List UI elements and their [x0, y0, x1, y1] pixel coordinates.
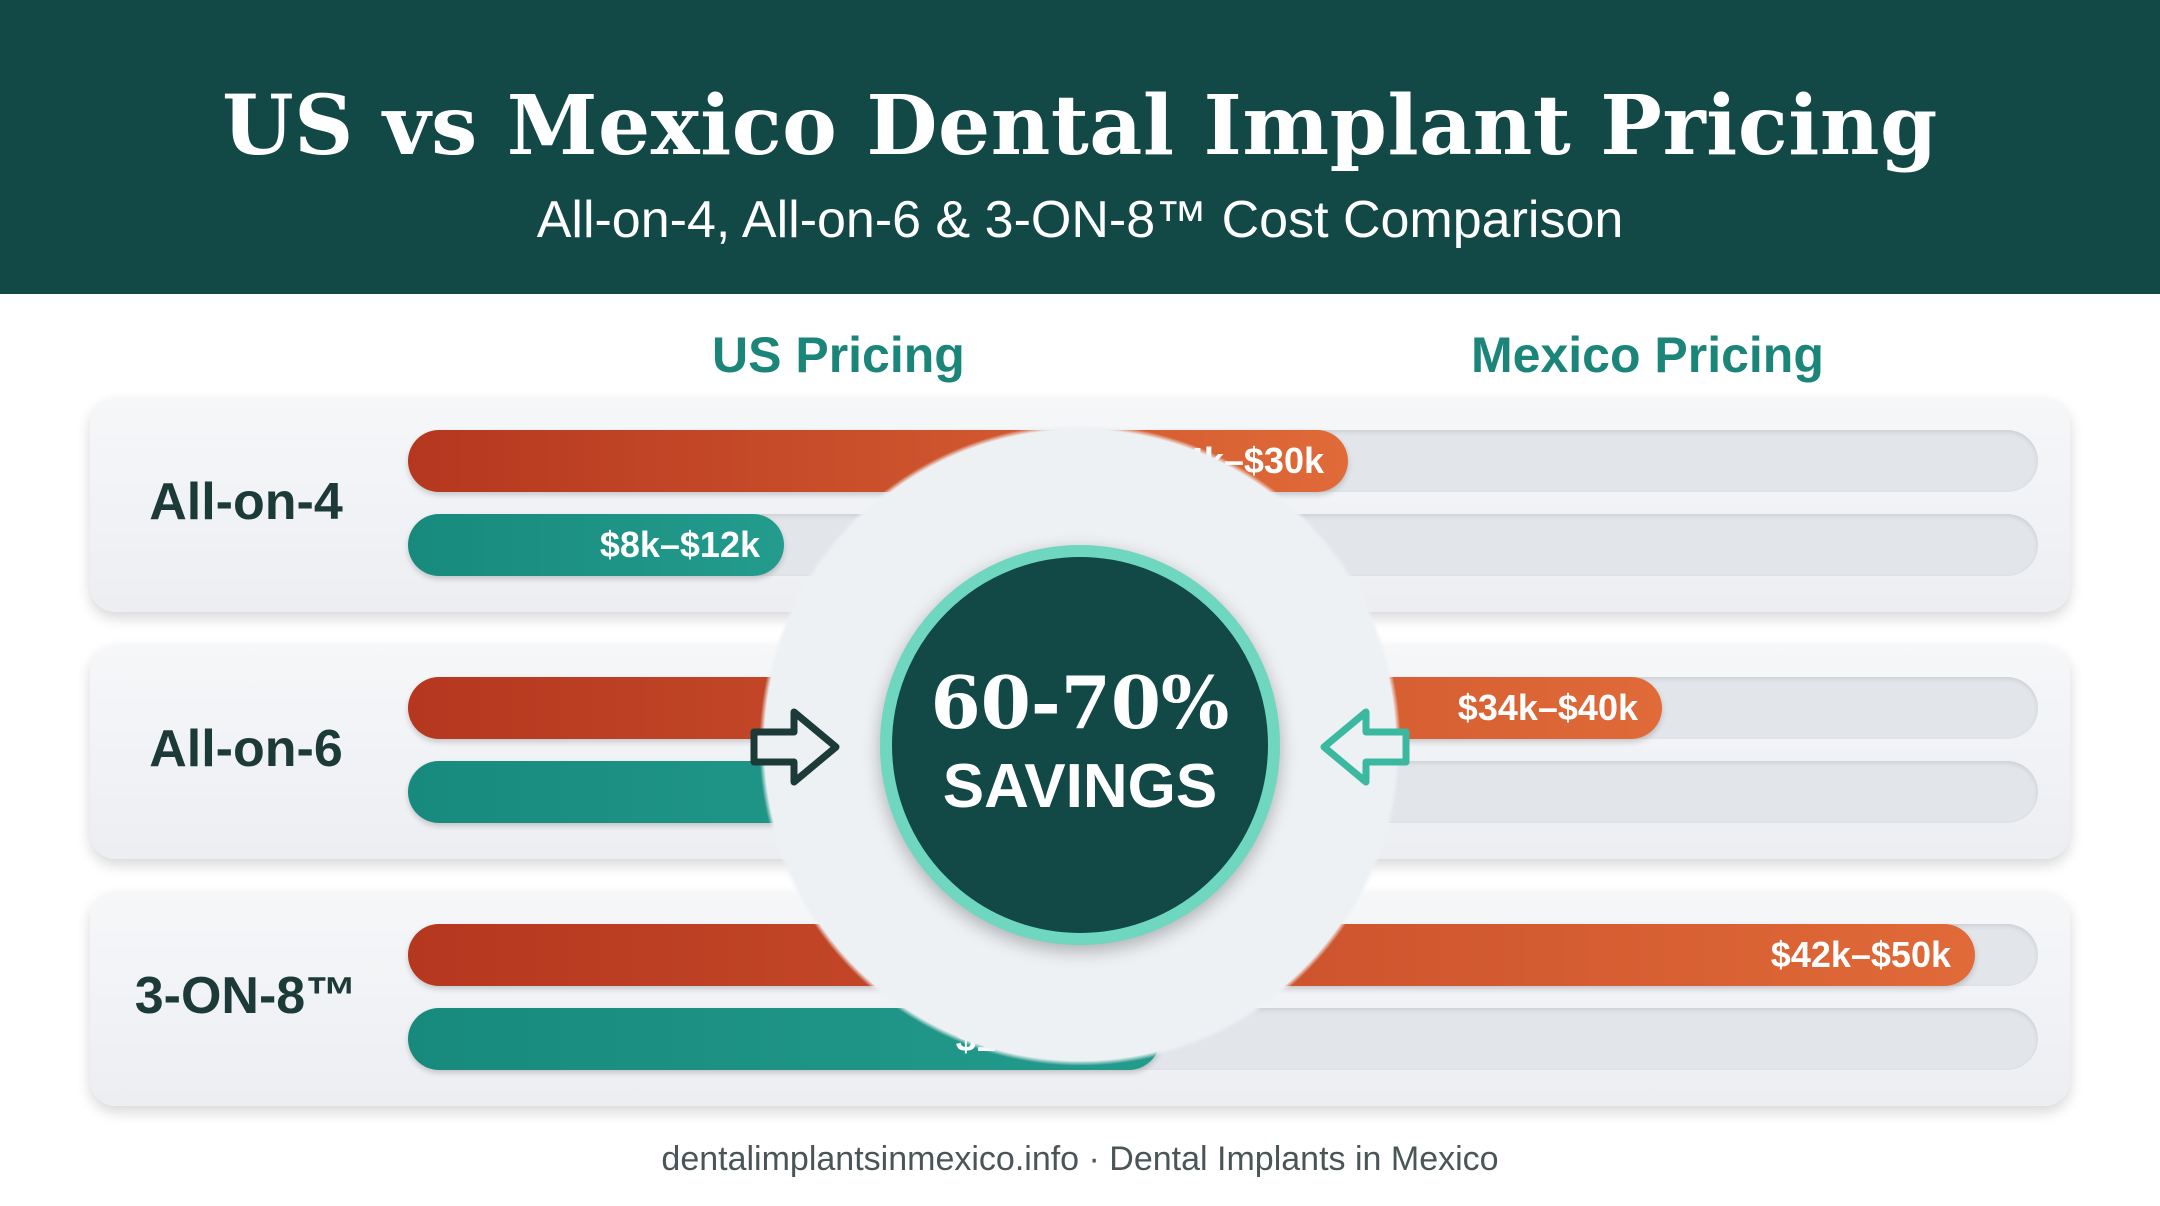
us-pricing-legend: US Pricing: [712, 327, 965, 383]
mexico-bar-label: $8k–$12k: [599, 524, 760, 565]
chart-subtitle: All-on-4, All-on-6 & 3-ON-8™ Cost Compar…: [536, 191, 1624, 249]
us-bar-label: $42k–$50k: [1770, 934, 1951, 975]
category-label: 3-ON-8™: [134, 967, 358, 1025]
mexico-bar: $8k–$12k: [408, 514, 784, 576]
header-banner: US vs Mexico Dental Implant Pricing All-…: [0, 0, 2160, 294]
footer-source: dentalimplantsinmexico.info · Dental Imp…: [661, 1140, 1499, 1178]
savings-badge: 60-70% SAVINGS: [880, 545, 1280, 945]
chart-title: US vs Mexico Dental Implant Pricing: [222, 78, 1938, 174]
savings-percent: 60-70%: [930, 660, 1230, 745]
arrow-right-icon: [750, 708, 840, 786]
savings-label: SAVINGS: [942, 752, 1218, 821]
category-label: All-on-6: [149, 720, 343, 778]
category-label: All-on-4: [149, 473, 343, 531]
mexico-pricing-legend: Mexico Pricing: [1471, 327, 1824, 383]
arrow-left-icon: [1320, 708, 1410, 786]
us-bar-label: $34k–$40k: [1457, 687, 1638, 728]
